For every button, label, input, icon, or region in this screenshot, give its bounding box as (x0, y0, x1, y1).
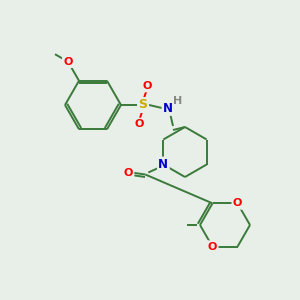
Text: O: O (142, 81, 152, 91)
Text: N: N (158, 158, 168, 171)
Text: O: O (233, 198, 242, 208)
Text: O: O (124, 167, 133, 178)
Text: S: S (139, 98, 148, 112)
Text: H: H (173, 96, 183, 106)
Text: O: O (134, 119, 144, 129)
Text: N: N (163, 101, 173, 115)
Text: O: O (208, 242, 217, 252)
Text: O: O (63, 57, 73, 67)
